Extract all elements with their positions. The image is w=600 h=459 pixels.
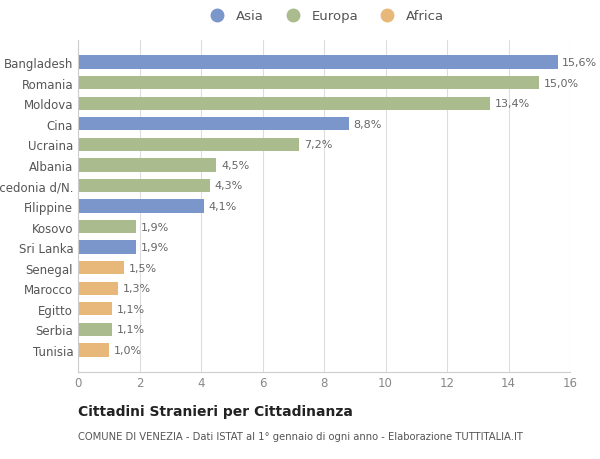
Text: 15,6%: 15,6% — [562, 58, 598, 68]
Text: 1,1%: 1,1% — [116, 304, 145, 314]
Bar — [78, 179, 210, 193]
Bar — [78, 323, 112, 336]
Bar — [78, 118, 349, 131]
Bar — [78, 220, 136, 234]
Text: 7,2%: 7,2% — [304, 140, 332, 150]
Bar — [78, 138, 299, 151]
Text: 4,3%: 4,3% — [215, 181, 243, 191]
Text: 1,9%: 1,9% — [141, 242, 169, 252]
Legend: Asia, Europa, Africa: Asia, Europa, Africa — [199, 5, 449, 28]
Text: 1,9%: 1,9% — [141, 222, 169, 232]
Bar — [78, 97, 490, 111]
Text: 1,0%: 1,0% — [113, 345, 142, 355]
Text: 1,5%: 1,5% — [129, 263, 157, 273]
Bar — [78, 200, 204, 213]
Text: 4,1%: 4,1% — [209, 202, 237, 212]
Text: 1,3%: 1,3% — [122, 284, 151, 294]
Text: 13,4%: 13,4% — [494, 99, 530, 109]
Text: 8,8%: 8,8% — [353, 119, 382, 129]
Text: Cittadini Stranieri per Cittadinanza: Cittadini Stranieri per Cittadinanza — [78, 404, 353, 418]
Bar — [78, 343, 109, 357]
Text: 15,0%: 15,0% — [544, 78, 579, 89]
Text: 1,1%: 1,1% — [116, 325, 145, 335]
Bar — [78, 282, 118, 295]
Bar — [78, 302, 112, 316]
Bar — [78, 241, 136, 254]
Bar — [78, 262, 124, 275]
Text: 4,5%: 4,5% — [221, 161, 249, 171]
Text: COMUNE DI VENEZIA - Dati ISTAT al 1° gennaio di ogni anno - Elaborazione TUTTITA: COMUNE DI VENEZIA - Dati ISTAT al 1° gen… — [78, 431, 523, 442]
Bar — [78, 77, 539, 90]
Bar — [78, 56, 558, 70]
Bar — [78, 159, 217, 172]
